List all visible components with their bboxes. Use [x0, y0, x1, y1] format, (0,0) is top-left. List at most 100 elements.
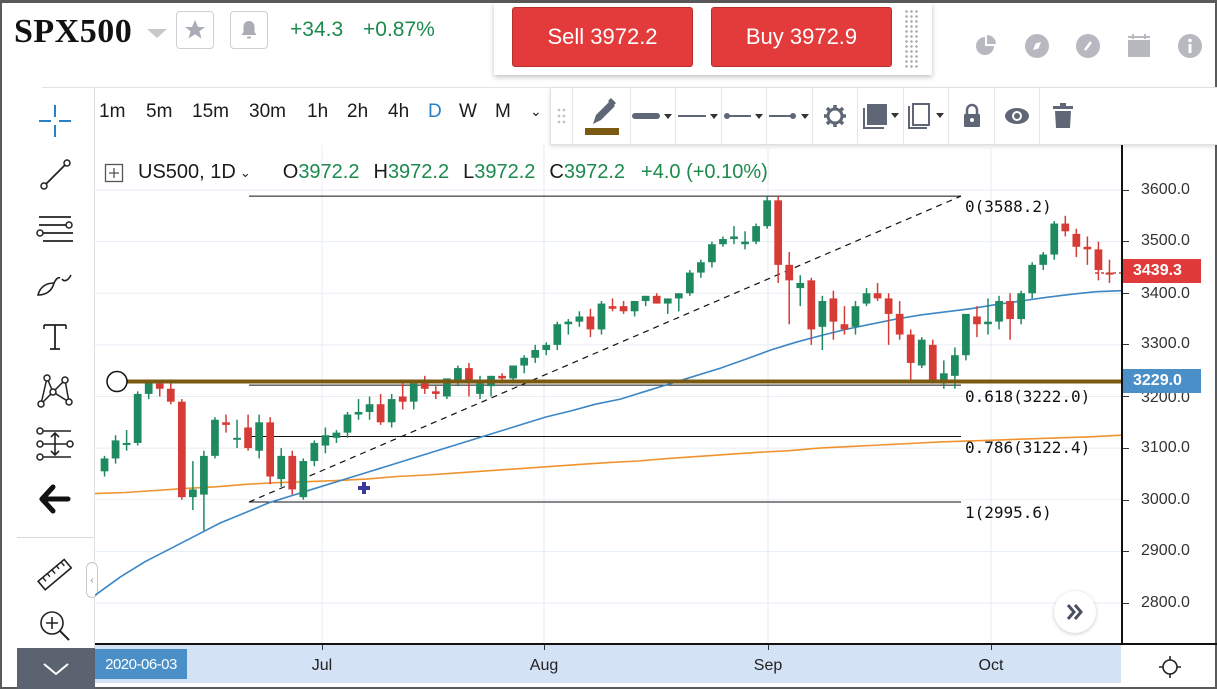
trend-line-tool[interactable]: [32, 155, 78, 195]
current-price-tag: 3439.3: [1123, 259, 1201, 283]
fill-button[interactable]: [858, 88, 904, 144]
chart-canvas[interactable]: [95, 145, 1121, 643]
price-label: 3300.0: [1141, 335, 1190, 352]
legend-close-label: C: [549, 161, 564, 183]
compass-icon[interactable]: [1024, 33, 1050, 59]
legend-high: 3972.2: [387, 161, 450, 183]
fib-label-0786: 0.786(3122.4): [965, 438, 1091, 457]
more-tools-button[interactable]: [17, 648, 95, 689]
delete-button[interactable]: [1040, 88, 1086, 144]
sell-button[interactable]: Sell 3972.2: [512, 7, 693, 67]
drag-handle-icon[interactable]: [904, 9, 920, 69]
text-icon: [43, 324, 67, 350]
ruler-icon: [36, 558, 73, 591]
legend-close: 3972.2: [563, 161, 626, 183]
timeframe-15m[interactable]: 15m: [192, 101, 229, 122]
parallel-lines-icon: [36, 216, 73, 242]
price-label: 3000.0: [1141, 491, 1190, 508]
crosshair-date-tag: 2020-06-03: [95, 649, 187, 679]
favorite-button[interactable]: [176, 11, 214, 49]
left-toolbar: [2, 87, 95, 689]
gauge-icon[interactable]: [1075, 33, 1101, 59]
price-label: 3600.0: [1141, 181, 1190, 198]
parallel-lines-tool[interactable]: [32, 209, 78, 249]
fill-icon: [862, 104, 899, 129]
symbol-title[interactable]: SPX500: [14, 13, 133, 50]
timeframe-1m[interactable]: 1m: [99, 101, 126, 122]
pencil-color-icon: [584, 98, 619, 135]
line-start-button[interactable]: [722, 88, 767, 144]
zoom-in-icon: [40, 611, 70, 641]
crosshair-tool[interactable]: [32, 101, 78, 141]
alert-button[interactable]: [230, 11, 268, 49]
candlestick-chart[interactable]: [95, 145, 1121, 643]
fib-label-0618: 0.618(3222.0): [965, 387, 1091, 406]
back-tool[interactable]: [32, 479, 78, 519]
timeframe-more-chevron-icon[interactable]: ⌄: [530, 103, 542, 119]
time-axis[interactable]: 2020-06-03 Jul Aug Sep Oct: [95, 643, 1121, 683]
pie-chart-icon[interactable]: [973, 33, 999, 59]
line-style-icon: [677, 114, 718, 119]
crosshair-price-tag: 3229.0: [1123, 369, 1201, 393]
time-label-oct: Oct: [978, 657, 1004, 674]
timeframe-4h[interactable]: 4h: [388, 101, 410, 122]
text-tool[interactable]: [32, 317, 78, 357]
legend-change: +4.0 (+0.10%): [641, 161, 768, 183]
line-end-button[interactable]: [767, 88, 813, 144]
info-icon[interactable]: [1177, 33, 1203, 59]
back-arrow-icon: [39, 484, 71, 514]
time-label-jul: Jul: [311, 657, 333, 674]
line-width-icon: [632, 113, 672, 119]
settings-button[interactable]: [813, 88, 858, 144]
left-toolbar-separator: [17, 537, 95, 538]
time-tick: [991, 645, 992, 650]
line-width-button[interactable]: [631, 88, 676, 144]
calendar-icon[interactable]: [1126, 33, 1152, 59]
visibility-icon: [1005, 108, 1029, 124]
line-end-icon: [768, 113, 809, 119]
legend-symbol[interactable]: US500, 1D: [138, 161, 236, 183]
lock-button[interactable]: [949, 88, 995, 144]
clone-button[interactable]: [904, 88, 949, 144]
legend-symbol-chevron-icon[interactable]: ⌄: [239, 164, 251, 180]
line-start-icon: [724, 113, 763, 119]
scroll-to-realtime-button[interactable]: [1054, 591, 1096, 633]
price-label: 2800.0: [1141, 594, 1190, 611]
timeframe-30m[interactable]: 30m: [249, 101, 286, 122]
time-tick: [544, 645, 545, 650]
price-tick: [1123, 190, 1129, 191]
brush-tool[interactable]: [32, 263, 78, 303]
legend-low-label: L: [463, 161, 475, 183]
price-label: 3100.0: [1141, 439, 1190, 456]
zoom-in-tool[interactable]: [32, 607, 78, 647]
timeframe-5m[interactable]: 5m: [146, 101, 173, 122]
time-tick: [322, 645, 323, 650]
timeframe-2h[interactable]: 2h: [347, 101, 369, 122]
timeframe-m[interactable]: M: [495, 101, 511, 122]
add-symbol-icon[interactable]: [104, 163, 124, 183]
double-chevron-right-icon: [1066, 604, 1083, 620]
collapse-toolbar-handle[interactable]: ‹: [86, 562, 98, 598]
buy-button[interactable]: Buy 3972.9: [711, 7, 892, 67]
visibility-button[interactable]: [995, 88, 1040, 144]
price-axis[interactable]: 3600.0 3500.0 3400.0 3300.0 3200.0 3100.…: [1121, 145, 1217, 643]
fib-measure-tool[interactable]: [32, 425, 78, 465]
sun-settings-icon: [1159, 656, 1181, 678]
line-color-button[interactable]: [573, 88, 631, 144]
symbol-dropdown-caret-icon[interactable]: [147, 29, 167, 38]
toolbar-grip-icon[interactable]: [551, 88, 573, 144]
timeframe-1h[interactable]: 1h: [307, 101, 329, 122]
bell-icon: [241, 21, 257, 39]
price-tick: [1123, 500, 1129, 501]
trend-line-icon: [40, 159, 71, 190]
timeframe-d[interactable]: D: [428, 101, 442, 122]
line-style-button[interactable]: [676, 88, 722, 144]
timeframe-w[interactable]: W: [459, 101, 477, 122]
pattern-tool[interactable]: [32, 371, 78, 411]
ruler-tool[interactable]: [32, 555, 78, 595]
legend-open-label: O: [282, 161, 299, 183]
price-tick: [1123, 241, 1129, 242]
chart-settings-button[interactable]: [1121, 643, 1217, 689]
brush-icon: [36, 274, 72, 296]
